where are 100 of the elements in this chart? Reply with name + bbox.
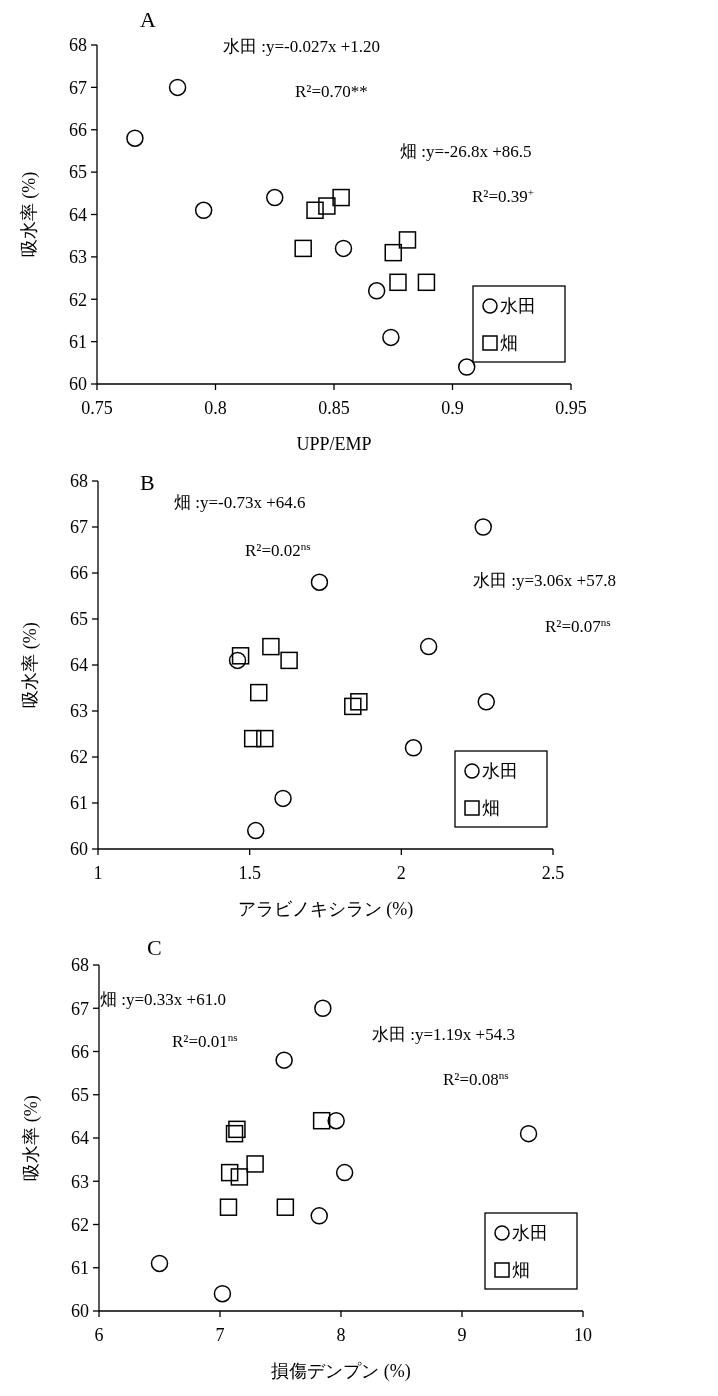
x-tick-label: 0.8 <box>204 398 227 418</box>
legend-label: 畑 <box>500 333 518 354</box>
point <box>344 697 362 716</box>
y-axis-title: 吸水率 (%) <box>20 622 41 708</box>
y-tick-label: 68 <box>69 35 87 56</box>
y-tick-label: 65 <box>69 162 87 183</box>
y-axis-title: 吸水率 (%) <box>21 1095 42 1181</box>
point <box>404 739 423 757</box>
point <box>246 1155 264 1173</box>
x-tick-label: 0.95 <box>555 398 587 418</box>
legend-label: 水田 <box>482 761 518 782</box>
y-tick-label: 62 <box>69 289 87 310</box>
point <box>312 1111 331 1130</box>
point <box>294 239 312 258</box>
legend-label: 畑 <box>512 1260 530 1281</box>
point <box>228 651 247 670</box>
y-axis-title: 吸水率 (%) <box>19 171 40 258</box>
point <box>220 1163 239 1182</box>
point <box>225 1124 244 1143</box>
y-tick-label: 61 <box>70 793 88 814</box>
point <box>310 1207 328 1225</box>
point <box>275 1051 293 1069</box>
y-tick-label: 65 <box>71 1085 89 1106</box>
annotation: 水田 :y=1.19x +54.3 <box>372 1025 515 1044</box>
y-tick-label: 63 <box>70 701 88 722</box>
y-tick-label: 66 <box>69 120 87 141</box>
point <box>126 129 144 147</box>
point <box>213 1284 232 1303</box>
point <box>230 1168 249 1186</box>
point <box>419 637 438 656</box>
y-tick-label: 64 <box>70 655 88 676</box>
annotation: 水田 :y=-0.027x +1.20 <box>223 37 381 56</box>
point <box>262 637 280 656</box>
y-tick-label: 67 <box>70 517 88 538</box>
annotation: R²=0.02$^{ns}$ <box>245 540 311 560</box>
annotation: R²=0.07$^{ns}$ <box>545 616 611 636</box>
point <box>457 358 476 376</box>
point <box>228 1120 246 1139</box>
y-tick-label: 61 <box>69 331 87 352</box>
y-tick-label: 63 <box>69 247 87 268</box>
y-tick-label: 60 <box>71 1301 89 1322</box>
y-tick-label: 61 <box>71 1258 89 1279</box>
annotation: R²=0.08$^{ns}$ <box>443 1069 509 1089</box>
chart-title: C <box>147 935 162 960</box>
point <box>350 693 368 711</box>
point <box>314 999 332 1017</box>
point <box>168 78 187 97</box>
point <box>246 821 265 840</box>
point <box>474 518 492 536</box>
annotation: 畑 :y=0.33x +61.0 <box>100 990 226 1009</box>
legend-label: 水田 <box>500 296 536 317</box>
annotation: 水田 :y=3.06x +57.8 <box>473 571 616 590</box>
x-tick-label: 10 <box>574 1325 592 1345</box>
point <box>384 243 402 262</box>
point <box>280 651 298 670</box>
x-axis-title: アラビノキシラン (%) <box>237 899 414 920</box>
x-tick-label: 6 <box>94 1325 104 1345</box>
x-axis-title: 損傷デンプン (%) <box>271 1361 411 1382</box>
point <box>231 647 250 665</box>
y-tick-label: 67 <box>71 998 89 1019</box>
y-tick-label: 62 <box>70 747 88 768</box>
annotation: 畑 :y=-26.8x +86.5 <box>400 142 532 161</box>
point <box>306 201 324 220</box>
point <box>327 1111 345 1130</box>
point <box>382 328 400 347</box>
point <box>250 683 268 702</box>
point <box>266 188 284 207</box>
point <box>477 693 496 711</box>
annotation: R²=0.39$^{+}$ <box>472 186 535 206</box>
point <box>417 273 436 292</box>
point <box>256 729 274 748</box>
x-tick-label: 1 <box>93 863 103 883</box>
point <box>398 231 417 249</box>
point <box>219 1198 238 1216</box>
point <box>519 1124 538 1143</box>
y-tick-label: 60 <box>70 839 88 860</box>
point <box>194 201 213 220</box>
chart-title: B <box>140 470 155 495</box>
point <box>276 1198 295 1216</box>
x-tick-label: 1.5 <box>238 863 261 883</box>
y-tick-label: 64 <box>69 204 87 225</box>
x-tick-label: 0.85 <box>318 398 350 418</box>
point <box>389 273 407 292</box>
x-tick-label: 0.75 <box>81 398 113 418</box>
y-tick-label: 68 <box>71 955 89 976</box>
y-tick-label: 65 <box>70 609 88 630</box>
point <box>243 729 262 748</box>
chart-title: A <box>140 7 156 32</box>
x-tick-label: 2.5 <box>541 863 565 883</box>
x-tick-label: 9 <box>457 1325 467 1345</box>
point <box>335 1163 354 1182</box>
point <box>367 282 386 300</box>
annotation: R²=0.70** <box>295 82 368 101</box>
annotation: R²=0.01$^{ns}$ <box>172 1031 238 1051</box>
legend-label: 水田 <box>512 1223 548 1244</box>
x-tick-label: 8 <box>336 1325 346 1345</box>
y-tick-label: 66 <box>70 563 88 584</box>
x-tick-label: 7 <box>215 1325 225 1345</box>
y-tick-label: 62 <box>71 1214 89 1235</box>
legend-label: 畑 <box>482 798 500 819</box>
